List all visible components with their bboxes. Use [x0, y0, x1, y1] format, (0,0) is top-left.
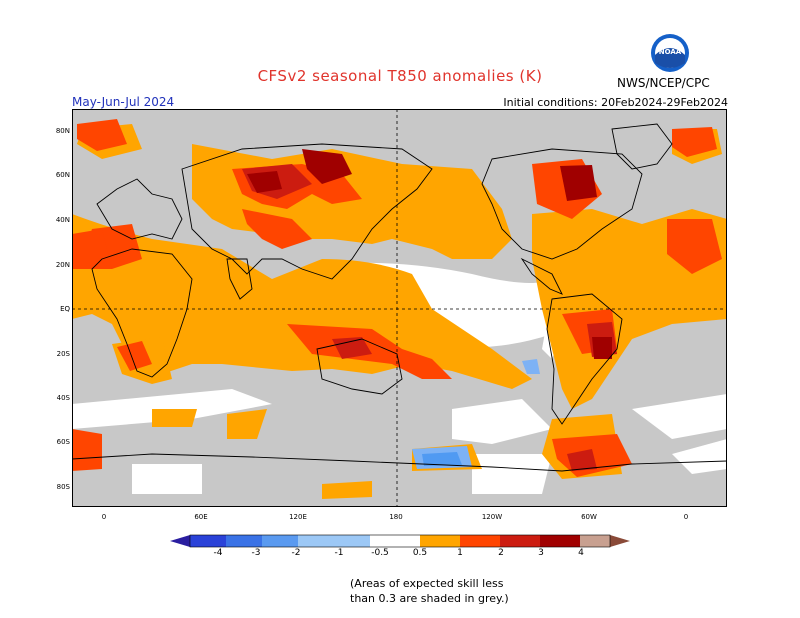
- colorbar-seg: [500, 535, 540, 547]
- lat-label-80s: 80S: [56, 483, 70, 491]
- colorbar-arrow-right: [610, 535, 630, 547]
- svg-text:NOAA: NOAA: [659, 48, 682, 56]
- colorbar-label: 2: [498, 548, 504, 558]
- skill-note-line1: (Areas of expected skill less: [350, 577, 504, 590]
- lon-label-0: 0: [101, 513, 107, 521]
- lat-label-80n: 80N: [55, 127, 70, 135]
- colorbar-label: -0.5: [371, 548, 389, 558]
- skill-note: (Areas of expected skill less than 0.3 a…: [350, 576, 509, 606]
- colorbar-label: -2: [291, 548, 301, 558]
- colorbar-seg: [226, 535, 262, 547]
- map-title: CFSv2 seasonal T850 anomalies (K): [257, 67, 543, 85]
- lat-label-60n: 60N: [55, 171, 70, 179]
- colorbar-label: 1: [457, 548, 463, 558]
- colorbar-seg: [460, 535, 500, 547]
- colorbar-seg: [298, 535, 334, 547]
- colorbar-arrow-left: [170, 535, 190, 547]
- cool-anomaly-1-to-2: [422, 452, 462, 466]
- colorbar-label: 0.5: [412, 548, 428, 558]
- colorbar-seg: [370, 535, 420, 547]
- lat-label-20n: 20N: [55, 261, 70, 269]
- colorbar-label: 4: [578, 548, 584, 558]
- colorbar-label: 3: [538, 548, 544, 558]
- lon-label-0-east: 0: [683, 513, 689, 521]
- lon-label-60w: 60W: [581, 513, 597, 521]
- forecast-period: May-Jun-Jul 2024: [72, 95, 175, 109]
- map-border: [72, 109, 727, 507]
- colorbar-seg: [540, 535, 580, 547]
- initial-conditions: Initial conditions: 20Feb2024-29Feb2024: [503, 96, 728, 109]
- lon-label-60e: 60E: [194, 513, 208, 521]
- lat-label-40n: 40N: [55, 216, 70, 224]
- noaa-logo-icon: NOAA: [651, 34, 689, 72]
- colorbar-seg: [334, 535, 370, 547]
- colorbar: [170, 534, 630, 548]
- anomaly-map: [72, 109, 727, 507]
- lon-label-120w: 120W: [481, 513, 503, 521]
- lat-label-60s: 60S: [56, 438, 70, 446]
- lat-label-20s: 20S: [56, 350, 70, 358]
- lon-label-180: 180: [389, 513, 403, 521]
- colorbar-seg: [262, 535, 298, 547]
- organization-label: NWS/NCEP/CPC: [617, 76, 710, 90]
- colorbar-seg: [420, 535, 460, 547]
- colorbar-seg: [580, 535, 610, 547]
- colorbar-label: -3: [251, 548, 261, 558]
- lat-label-40s: 40S: [56, 394, 70, 402]
- lat-label-eq: EQ: [60, 305, 70, 313]
- lon-label-120e: 120E: [289, 513, 307, 521]
- warm-anomaly-3-to-4: [247, 149, 612, 359]
- colorbar-label: -1: [334, 548, 344, 558]
- colorbar-label: -4: [213, 548, 223, 558]
- coastlines: [72, 123, 727, 472]
- skill-note-line2: than 0.3 are shaded in grey.): [350, 592, 509, 605]
- colorbar-seg: [190, 535, 226, 547]
